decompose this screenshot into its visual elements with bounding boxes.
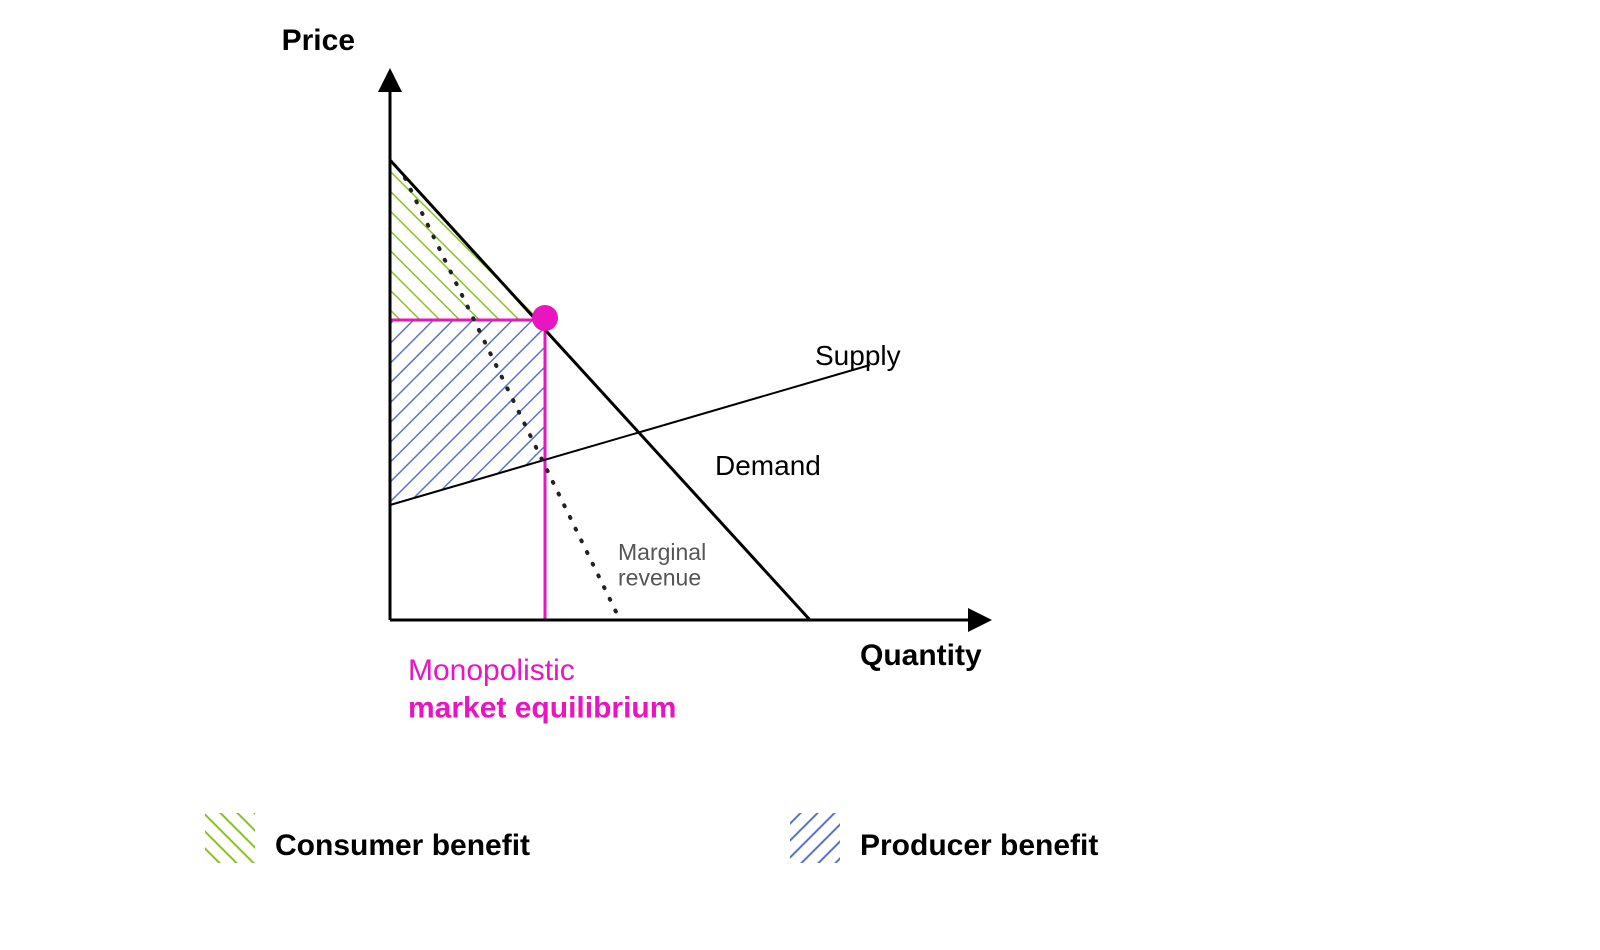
economics-chart: Price Quantity Demand Supply Marginalrevenue… [0, 0, 1600, 950]
marginal-revenue-label: Marginalrevenue [618, 539, 706, 590]
equilibrium-point [532, 305, 558, 331]
x-axis-label: Quantity [860, 639, 982, 672]
demand-label: Demand [715, 450, 821, 481]
legend-label-consumer: Consumer benefit [275, 829, 530, 862]
legend-swatch-producer [790, 813, 840, 863]
producer-surplus-region [390, 320, 545, 505]
legend-label-producer: Producer benefit [860, 829, 1098, 862]
supply-label: Supply [815, 340, 901, 371]
equilibrium-label: Monopolisticmarket equilibrium [408, 654, 676, 725]
y-axis-label: Price [282, 24, 355, 57]
legend-swatch-consumer [205, 813, 255, 863]
